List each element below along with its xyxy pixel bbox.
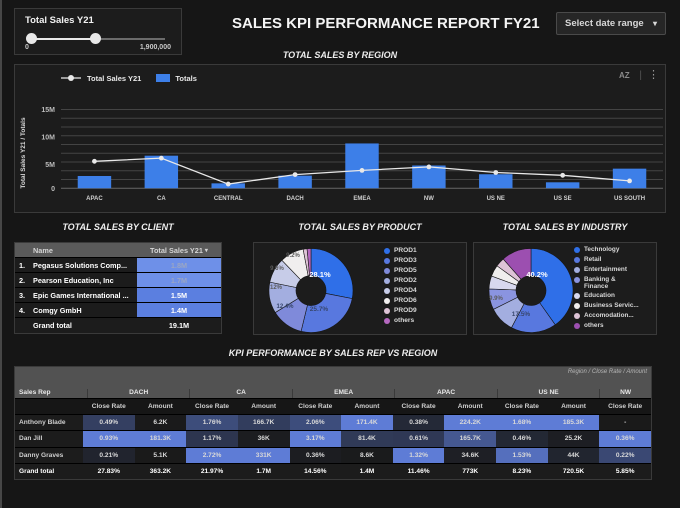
svg-text:US SOUTH: US SOUTH bbox=[614, 196, 645, 202]
svg-text:AZ: AZ bbox=[619, 71, 630, 80]
svg-text:EMEA: EMEA bbox=[353, 196, 371, 202]
svg-text:28.1%: 28.1% bbox=[309, 270, 331, 279]
svg-text:25.7%: 25.7% bbox=[310, 306, 329, 313]
svg-text:5M: 5M bbox=[45, 162, 55, 169]
svg-text:9.9%: 9.9% bbox=[489, 296, 503, 302]
svg-text:40.2%: 40.2% bbox=[526, 270, 548, 279]
svg-text:Total Sales Y21 / Totals: Total Sales Y21 / Totals bbox=[20, 117, 27, 189]
svg-text:9.6%: 9.6% bbox=[270, 266, 284, 272]
svg-text:US NE: US NE bbox=[487, 196, 505, 202]
svg-text:0: 0 bbox=[51, 186, 55, 193]
svg-text:17.5%: 17.5% bbox=[512, 311, 531, 318]
svg-text:CA: CA bbox=[157, 196, 166, 202]
svg-text:DACH: DACH bbox=[286, 196, 303, 202]
svg-text:9.2%: 9.2% bbox=[286, 253, 300, 259]
svg-text:12.4%: 12.4% bbox=[276, 304, 294, 310]
svg-text:APAC: APAC bbox=[86, 196, 103, 202]
svg-text:US SE: US SE bbox=[554, 196, 572, 202]
svg-text:15M: 15M bbox=[41, 107, 55, 114]
svg-text:CENTRAL: CENTRAL bbox=[214, 196, 243, 202]
svg-text:12%: 12% bbox=[270, 285, 283, 291]
svg-text:10M: 10M bbox=[41, 135, 55, 142]
svg-text:NW: NW bbox=[424, 196, 434, 202]
